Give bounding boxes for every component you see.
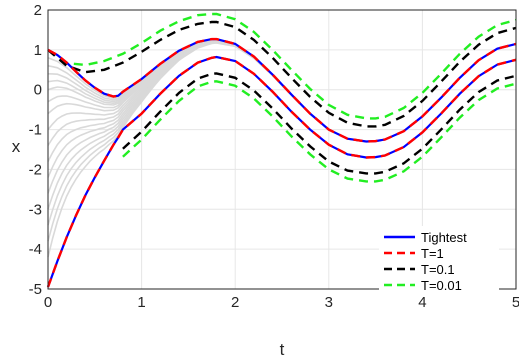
y-tick-label: -3 <box>29 201 42 218</box>
y-tick-label: 1 <box>34 42 42 59</box>
y-tick-label: -1 <box>29 122 42 139</box>
x-axis-label: t <box>280 340 285 358</box>
plot-frame <box>47 9 517 290</box>
series-line-t-0-1-upper <box>47 20 517 128</box>
x-tick-label: 0 <box>44 294 52 311</box>
y-tick-label: 2 <box>34 2 42 19</box>
x-tick-label: 4 <box>418 294 426 311</box>
series-line-t-0-01-upper <box>47 12 517 120</box>
legend-label: T=0.1 <box>421 262 455 277</box>
y-tick-label: -5 <box>29 281 42 298</box>
y-axis-label: x <box>12 137 21 156</box>
x-tick-label: 1 <box>137 294 145 311</box>
y-tick-label: 0 <box>34 82 42 99</box>
x-tick-label: 2 <box>231 294 239 311</box>
tick-labels: 0 1 2 3 4 5 -5 -4 -3 -2 -1 0 1 2 <box>29 2 519 311</box>
legend-label: T=1 <box>421 246 444 261</box>
series-line-t-0-01-lower <box>122 80 517 183</box>
y-tick-label: -2 <box>29 161 42 178</box>
series-group <box>46 12 517 288</box>
x-tick-label: 3 <box>325 294 333 311</box>
series-line-t-1-upper <box>47 37 517 143</box>
series-line-t-1-lower <box>46 55 517 288</box>
series-line-t-0-1-lower <box>122 72 517 175</box>
legend-label: T=0.01 <box>421 278 462 293</box>
x-tick-label: 5 <box>512 294 519 311</box>
legend-label: Tightest <box>421 230 467 245</box>
y-tick-label: -4 <box>29 241 42 258</box>
